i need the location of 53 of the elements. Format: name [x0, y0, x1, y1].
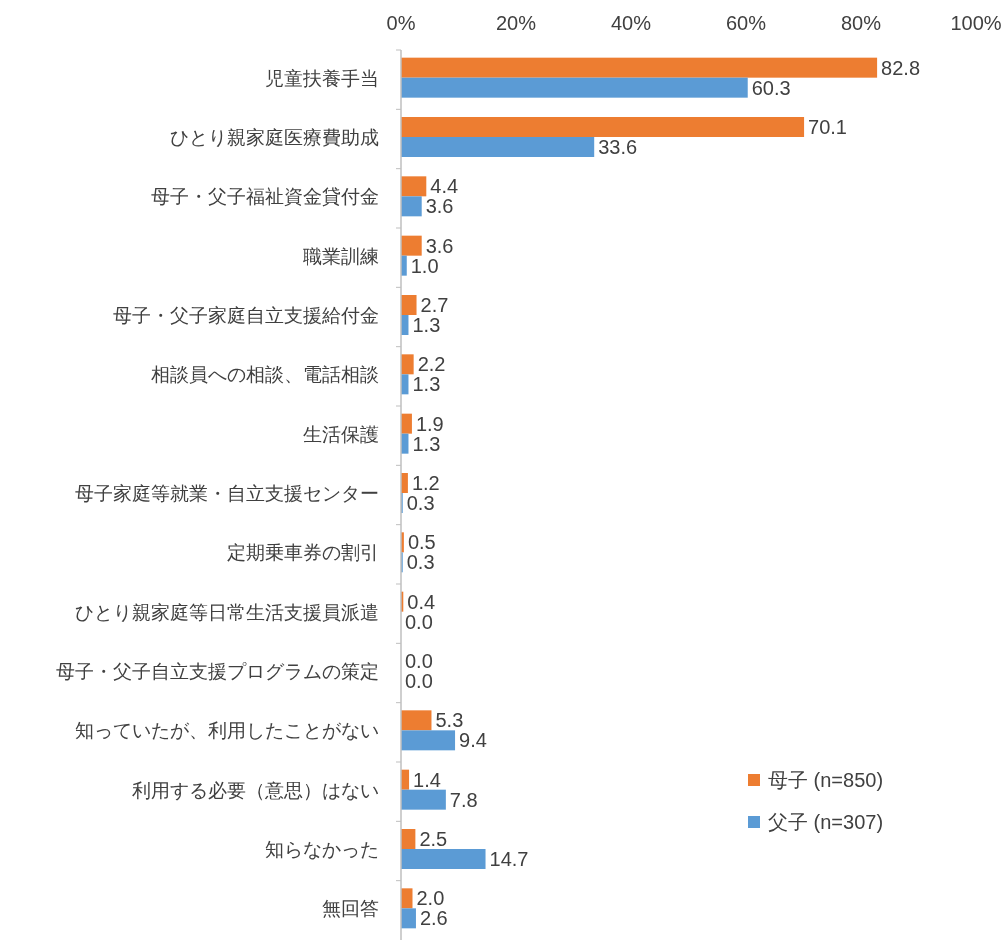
- data-label: 0.3: [406, 492, 435, 514]
- data-label: 14.7: [489, 848, 529, 870]
- data-label: 70.1: [808, 116, 848, 138]
- x-tick-label: 60%: [725, 12, 767, 34]
- x-tick-label: 40%: [610, 12, 652, 34]
- data-label: 1.3: [412, 314, 441, 336]
- legend-label: 母子 (n=850): [768, 769, 884, 791]
- data-label: 1.3: [412, 432, 441, 455]
- y-tick-label: 無回答: [322, 898, 379, 920]
- data-label: 2.5: [419, 828, 448, 850]
- y-tick-label: 職業訓練: [303, 245, 379, 267]
- x-tick-label: 0%: [386, 12, 416, 34]
- y-tick-label: 生活保護: [303, 423, 379, 445]
- y-tick-label: 母子・父子自立支援プログラムの策定: [56, 661, 379, 682]
- y-tick-label: 母子・父子福祉資金貸付金: [151, 186, 379, 208]
- y-tick-label: ひとり親家庭医療費助成: [170, 127, 379, 148]
- data-label: 3.6: [425, 195, 454, 218]
- data-label: 2.7: [420, 294, 449, 316]
- data-label: 0.0: [405, 650, 433, 672]
- data-label: 33.6: [598, 136, 638, 158]
- data-label: 2.2: [417, 353, 446, 376]
- y-tick-label: 相談員への相談、電話相談: [151, 364, 379, 386]
- legend-label: 父子 (n=307): [768, 811, 884, 833]
- data-label: 60.3: [751, 76, 791, 99]
- y-tick-label: 知らなかった: [265, 839, 379, 860]
- data-label: 9.4: [459, 729, 487, 752]
- x-tick-label: 20%: [495, 12, 537, 34]
- data-label: 2.6: [419, 907, 448, 930]
- y-tick-label: 母子家庭等就業・自立支援センター: [75, 483, 379, 504]
- data-label: 1.2: [411, 472, 440, 494]
- data-label: 2.0: [416, 887, 445, 910]
- y-tick-label: ひとり親家庭等日常生活支援員派遣: [75, 601, 379, 623]
- data-label: 4.4: [430, 175, 459, 198]
- data-label: 3.6: [425, 234, 454, 257]
- y-tick-label: 知っていたが、利用したことがない: [75, 720, 379, 742]
- y-tick-label: 利用する必要（意思）はない: [132, 779, 379, 801]
- data-label: 7.8: [449, 788, 478, 811]
- x-tick-label: 100%: [950, 12, 1002, 34]
- data-label: 0.4: [407, 590, 436, 613]
- data-label: 82.8: [881, 56, 921, 79]
- data-label: 0.3: [406, 551, 435, 574]
- data-label: 0.5: [407, 531, 436, 554]
- data-label: 5.3: [435, 709, 464, 732]
- y-tick-label: 児童扶養手当: [265, 67, 379, 89]
- x-tick-label: 80%: [840, 12, 882, 34]
- data-label: 1.9: [415, 412, 444, 435]
- data-label: 1.0: [410, 254, 439, 277]
- data-label: 0.0: [405, 670, 433, 692]
- y-tick-label: 母子・父子家庭自立支援給付金: [113, 305, 379, 326]
- y-tick-label: 定期乗車券の割引: [227, 542, 379, 564]
- data-label: 0.0: [405, 610, 433, 633]
- data-label: 1.4: [413, 768, 441, 791]
- data-label: 1.3: [412, 373, 441, 396]
